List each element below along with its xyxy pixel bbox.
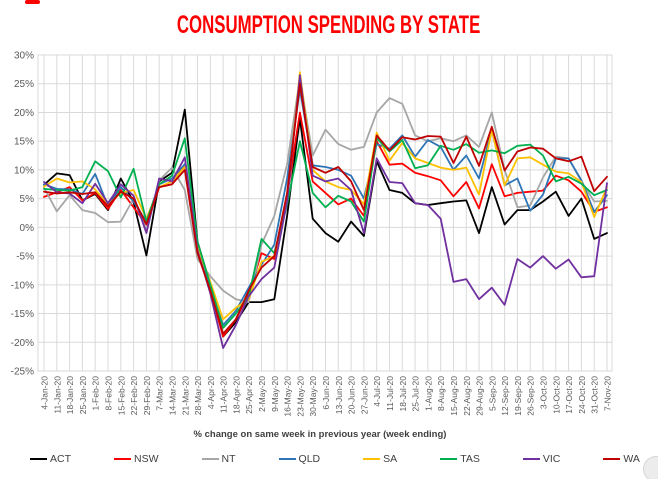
y-tick-label: 10%: [14, 165, 34, 176]
y-tick-label: -20%: [11, 338, 34, 349]
x-tick-label: 29-Aug-20: [475, 376, 485, 416]
legend-marker-VIC: [522, 457, 540, 461]
legend-label-QLD: QLD: [298, 453, 321, 465]
x-tick-label: 20-Jun-20: [347, 376, 357, 415]
y-tick-label: 5%: [20, 194, 35, 205]
x-tick-label: 16-May-20: [283, 376, 293, 417]
x-tick-label: 4-Jul-20: [372, 376, 382, 407]
x-tick-label: 25-Jan-20: [78, 376, 88, 415]
x-tick-label: 17-Oct-20: [564, 376, 574, 414]
x-tick-label: 14-Mar-20: [167, 376, 177, 415]
x-tick-label: 19-Sep-20: [513, 376, 523, 416]
floating-widget-button[interactable]: [643, 456, 658, 479]
legend-item-NSW[interactable]: NSW: [114, 453, 159, 465]
x-tick-label: 5-Sep-20: [487, 376, 497, 411]
legend-item-QLD[interactable]: QLD: [278, 453, 321, 465]
legend-label-SA: SA: [383, 453, 398, 465]
x-tick-label: 25-Jul-20: [411, 376, 421, 412]
x-tick-label: 7-Nov-20: [603, 376, 613, 411]
x-tick-label: 30-May-20: [308, 376, 318, 417]
legend-marker-NT: [201, 457, 219, 461]
legend-label-VIC: VIC: [542, 453, 561, 465]
x-tick-label: 8-Aug-20: [436, 376, 446, 411]
x-tick-label: 4-Jan-20: [40, 376, 50, 410]
y-tick-label: 25%: [14, 79, 34, 90]
x-tick-label: 6-Jun-20: [321, 376, 331, 410]
x-tick-label: 9-May-20: [270, 376, 280, 412]
legend-item-WA[interactable]: WA: [603, 453, 640, 465]
chart-legend: ACT NSW NT QLD SA TAS VIC WA: [30, 453, 640, 465]
y-tick-label: -10%: [11, 280, 34, 291]
y-tick-label: 20%: [14, 108, 34, 119]
chart-title-text: CONSUMPTION SPENDING BY STATE: [177, 11, 481, 39]
y-tick-label: 30%: [14, 51, 34, 62]
y-tick-label: 0%: [20, 223, 35, 234]
red-artifact-mark: [25, 0, 40, 4]
x-tick-label: 25-Apr-20: [244, 376, 254, 414]
legend-marker-SA: [363, 457, 381, 461]
plot-border: [37, 54, 613, 372]
x-tick-label: 26-Sep-20: [526, 376, 536, 416]
y-tick-label: -5%: [16, 252, 34, 263]
series-line-ACT[interactable]: [43, 108, 608, 338]
legend-marker-TAS: [440, 457, 458, 461]
x-tick-label: 23-May-20: [295, 376, 305, 417]
x-tick-label: 18-Apr-20: [231, 376, 241, 414]
x-tick-label: 31-Oct-20: [590, 376, 600, 414]
legend-item-SA[interactable]: SA: [363, 453, 397, 465]
series-line-TAS[interactable]: [43, 137, 608, 329]
x-tick-label: 3-Oct-20: [539, 376, 549, 409]
x-tick-label: 4-Apr-20: [206, 376, 216, 409]
y-tick-label: 15%: [14, 137, 34, 148]
x-tick-label: 18-Jan-20: [65, 376, 75, 415]
x-tick-label: 8-Feb-20: [103, 376, 113, 411]
x-tick-label: 29-Feb-20: [142, 376, 152, 415]
legend-label-NSW: NSW: [134, 453, 159, 465]
legend-marker-ACT: [30, 457, 47, 461]
x-axis-title: % change on same week in previous year (…: [193, 429, 447, 440]
x-tick-label: 15-Aug-20: [449, 376, 459, 416]
legend-marker-WA: [603, 457, 621, 461]
chart-title: CONSUMPTION SPENDING BY STATE: [0, 11, 658, 39]
x-tick-label: 12-Sep-20: [500, 376, 510, 416]
legend-marker-QLD: [278, 457, 296, 461]
x-tick-label: 24-Oct-20: [577, 376, 587, 414]
x-tick-label: 11-Jul-20: [385, 376, 395, 411]
x-tick-label: 1-Aug-20: [423, 376, 433, 411]
legend-label-ACT: ACT: [50, 453, 71, 465]
legend-marker-NSW: [114, 457, 132, 461]
legend-item-ACT[interactable]: ACT: [30, 453, 71, 465]
x-tick-label: 22-Aug-20: [462, 376, 472, 416]
x-tick-label: 27-Jun-20: [359, 376, 369, 415]
x-tick-label: 2-May-20: [257, 376, 267, 412]
legend-item-NT[interactable]: NT: [201, 453, 236, 465]
x-tick-label: 15-Feb-20: [116, 376, 126, 415]
legend-label-NT: NT: [221, 453, 236, 465]
x-tick-label: 7-Mar-20: [155, 376, 165, 411]
x-tick-label: 11-Jan-20: [52, 376, 62, 414]
legend-item-VIC[interactable]: VIC: [522, 453, 561, 465]
x-tick-label: 11-Apr-20: [219, 376, 229, 413]
x-tick-label: 18-Jul-20: [398, 376, 408, 412]
x-tick-label: 10-Oct-20: [551, 376, 561, 414]
legend-label-WA: WA: [623, 453, 640, 465]
y-tick-label: -25%: [11, 367, 34, 378]
legend-item-TAS[interactable]: TAS: [440, 453, 480, 465]
series-line-WA[interactable]: [43, 82, 608, 335]
chart-plot-area[interactable]: 30% 25% 20% 15% 10% 5% 0% -5% -10% -15% -20% -25% 4-…: [0, 0, 658, 450]
x-tick-label: 13-Jun-20: [334, 376, 344, 415]
x-tick-label: 28-Mar-20: [193, 376, 203, 415]
x-tick-label: 21-Mar-20: [180, 376, 190, 415]
legend-label-TAS: TAS: [460, 453, 480, 465]
x-tick-label: 1-Feb-20: [91, 376, 101, 411]
x-tick-label: 22-Feb-20: [129, 376, 139, 415]
y-tick-label: -15%: [11, 309, 34, 320]
